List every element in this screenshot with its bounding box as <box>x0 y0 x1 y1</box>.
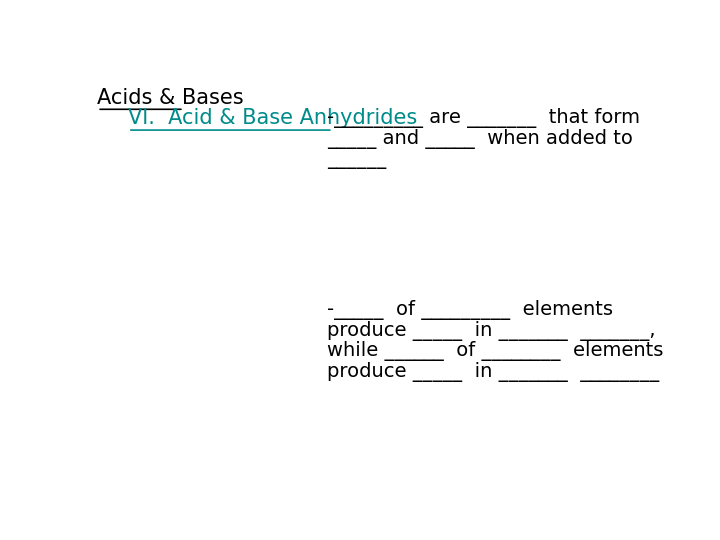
Text: Acids & Bases: Acids & Bases <box>97 87 244 107</box>
Text: -_____  of _________  elements: -_____ of _________ elements <box>327 300 613 320</box>
Text: -_________ are _______  that form: -_________ are _______ that form <box>327 109 640 129</box>
Text: produce _____  in _______  _______,: produce _____ in _______ _______, <box>327 321 656 341</box>
Text: VI.  Acid & Base Anhydrides: VI. Acid & Base Anhydrides <box>128 109 417 129</box>
Text: ______: ______ <box>327 150 387 169</box>
Text: while ______  of ________  elements: while ______ of ________ elements <box>327 341 664 361</box>
Text: produce _____  in _______  ________: produce _____ in _______ ________ <box>327 362 660 382</box>
Text: _____ and _____  when added to: _____ and _____ when added to <box>327 129 633 149</box>
